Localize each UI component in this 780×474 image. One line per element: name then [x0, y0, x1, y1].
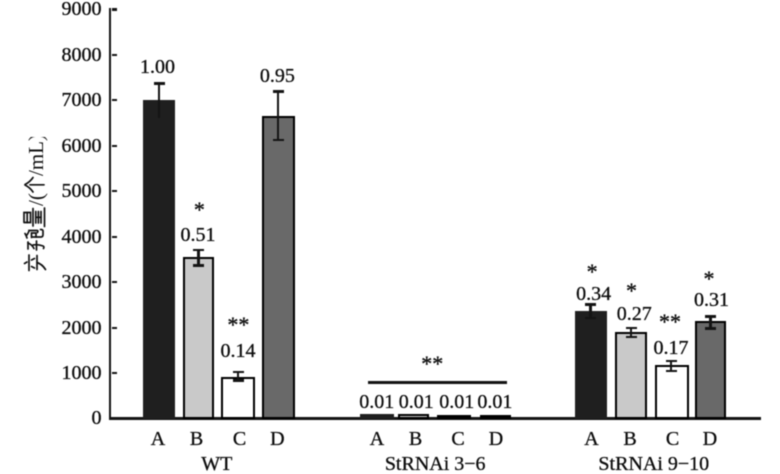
svg-text:/(: /( — [24, 193, 48, 206]
svg-text:/mL): /mL) — [24, 137, 48, 176]
